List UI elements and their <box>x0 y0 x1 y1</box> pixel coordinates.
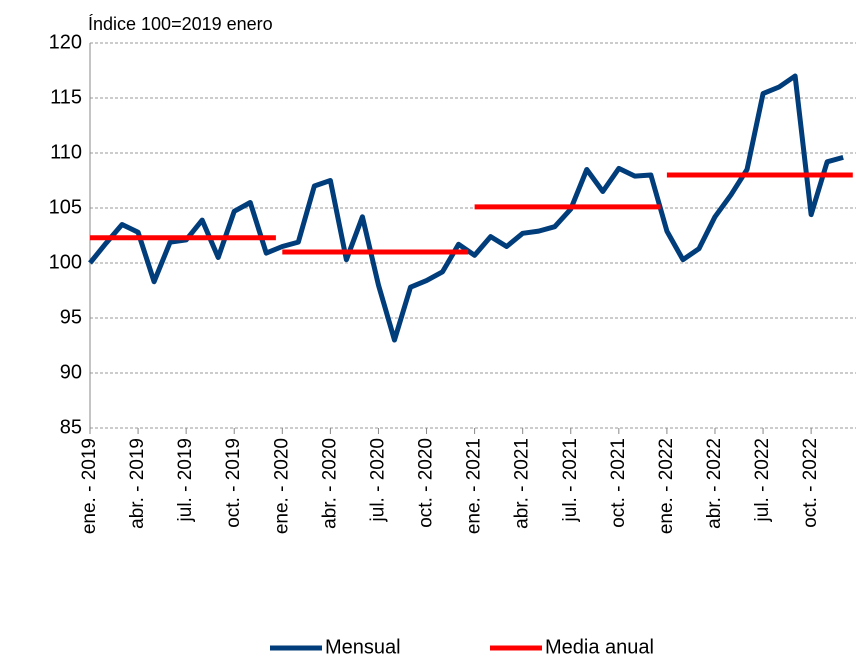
x-tick-label: oct. - 2020 <box>416 438 437 528</box>
x-tick-label: abr. - 2021 <box>512 438 533 529</box>
x-tick-label: oct. - 2021 <box>608 438 629 528</box>
x-tick-label: jul. - 2019 <box>175 438 196 522</box>
x-tick-label: jul. - 2021 <box>560 438 581 522</box>
y-tick-label: 115 <box>50 86 82 108</box>
x-tick-label: ene. - 2019 <box>79 438 100 534</box>
y-tick-label: 95 <box>60 306 82 328</box>
y-tick-label: 110 <box>50 141 82 163</box>
x-tick-label: ene. - 2021 <box>464 438 485 534</box>
legend-label: Mensual <box>325 636 401 658</box>
x-tick-label: jul. - 2022 <box>752 438 773 522</box>
x-tick-label: ene. - 2020 <box>271 438 292 534</box>
x-tick-label: oct. - 2022 <box>800 438 821 528</box>
x-tick-label: abr. - 2020 <box>319 438 340 529</box>
y-tick-label: 100 <box>49 251 82 273</box>
chart-subtitle: Índice 100=2019 enero <box>88 14 273 34</box>
y-tick-label: 90 <box>60 361 82 383</box>
x-tick-label: oct. - 2019 <box>223 438 244 528</box>
y-tick-label: 85 <box>60 416 82 438</box>
x-tick-label: jul. - 2020 <box>367 438 388 522</box>
y-tick-label: 105 <box>49 196 82 218</box>
x-tick-label: ene. - 2022 <box>656 438 677 534</box>
x-tick-label: abr. - 2022 <box>704 438 725 529</box>
y-tick-label: 120 <box>49 31 82 53</box>
legend-label: Media anual <box>545 636 654 658</box>
x-tick-label: abr. - 2019 <box>127 438 148 529</box>
